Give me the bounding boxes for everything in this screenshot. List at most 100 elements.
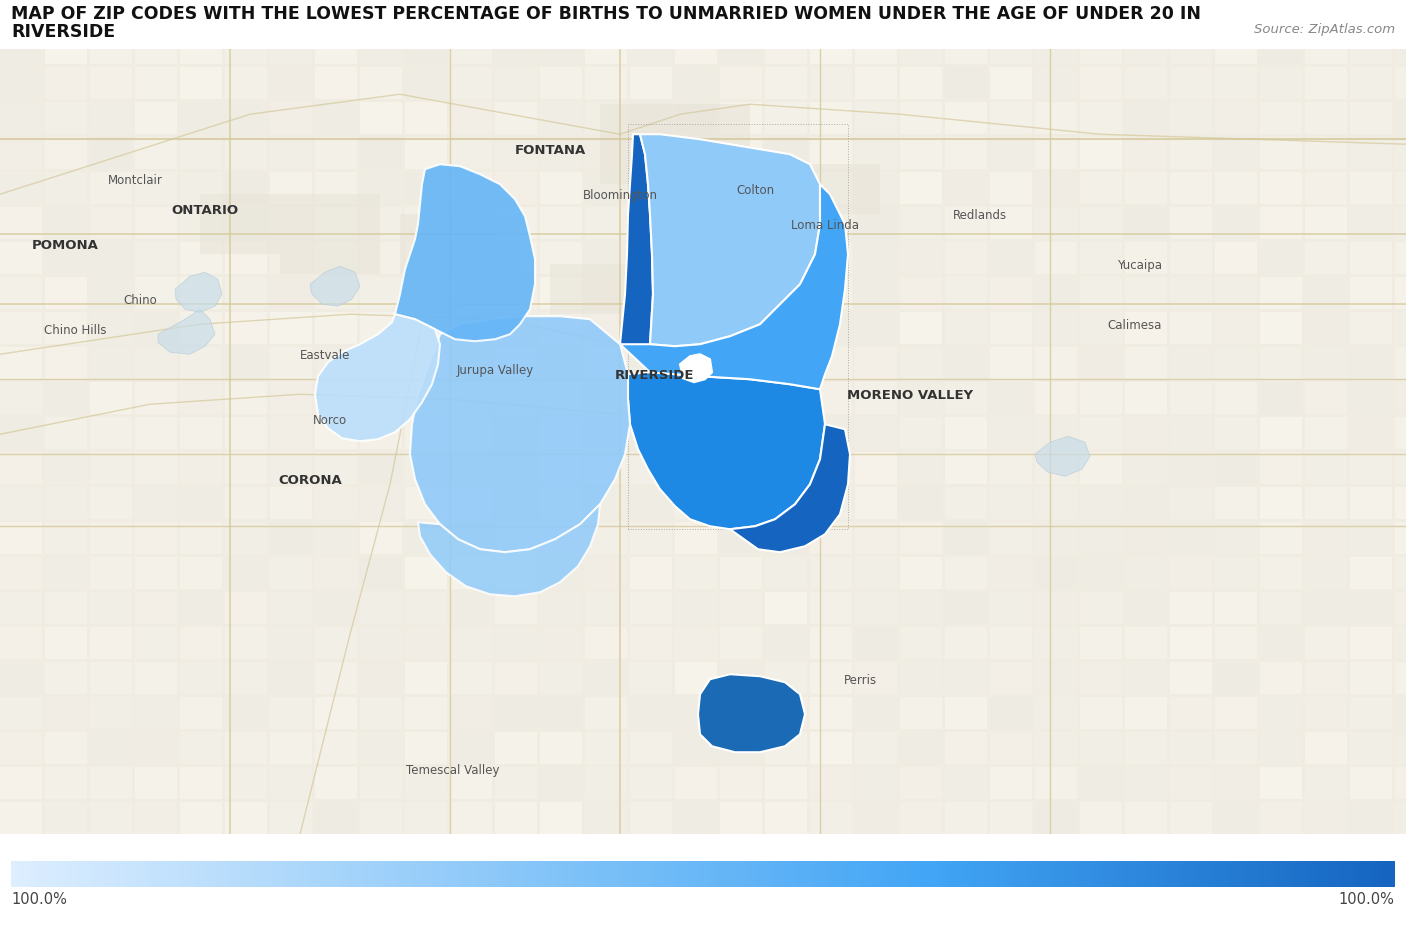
Bar [405,453,447,485]
Bar [360,558,402,590]
Bar [1035,558,1077,590]
Bar [495,592,537,624]
Text: MORENO VALLEY: MORENO VALLEY [846,388,973,402]
Bar [0,733,42,765]
Bar [1215,733,1257,765]
Bar [990,139,1032,170]
Bar [1215,33,1257,66]
Bar [495,453,537,485]
Bar [90,627,132,660]
Bar [45,68,87,100]
Bar [405,802,447,834]
Bar [315,417,357,450]
Bar [990,278,1032,310]
Bar [765,103,807,135]
Bar [1305,488,1347,519]
Bar [1170,348,1212,380]
Bar [1305,453,1347,485]
Bar [315,558,357,590]
Bar [1035,139,1077,170]
Bar [450,663,492,695]
Bar [945,453,987,485]
Bar [585,522,627,555]
Bar [945,592,987,624]
Bar [1035,103,1077,135]
Bar [450,243,492,275]
Bar [1215,208,1257,240]
Bar [45,733,87,765]
Text: Bloomington: Bloomington [582,188,658,201]
Bar [1080,139,1122,170]
Bar [990,522,1032,555]
Bar [720,33,762,66]
Bar [675,313,717,344]
Bar [720,103,762,135]
Bar [270,243,312,275]
Bar [450,453,492,485]
Bar [360,768,402,799]
Bar [1350,313,1392,344]
Bar [360,802,402,834]
Bar [135,768,177,799]
Bar [945,348,987,380]
Bar [1170,173,1212,205]
Bar [280,195,380,275]
Bar [855,558,897,590]
Bar [225,697,267,729]
Bar [1305,68,1347,100]
Bar [765,627,807,660]
Bar [1035,627,1077,660]
Polygon shape [628,373,825,530]
Bar [765,558,807,590]
Bar [1170,522,1212,555]
Bar [1170,68,1212,100]
Bar [1215,173,1257,205]
Bar [1125,348,1167,380]
Bar [720,243,762,275]
Bar [810,627,852,660]
Bar [450,627,492,660]
Bar [0,802,42,834]
Bar [0,383,42,415]
Bar [540,383,582,415]
Text: Perris: Perris [844,673,876,686]
Bar [990,802,1032,834]
Bar [315,139,357,170]
Bar [360,173,402,205]
Bar [135,243,177,275]
Bar [1170,417,1212,450]
Bar [1260,522,1302,555]
Bar [1260,417,1302,450]
Bar [315,348,357,380]
Bar [1260,733,1302,765]
Bar [405,733,447,765]
Bar [900,278,942,310]
Bar [1125,733,1167,765]
Bar [1305,417,1347,450]
Bar [1395,733,1406,765]
Bar [0,453,42,485]
Bar [315,488,357,519]
Bar [1215,488,1257,519]
Bar [810,802,852,834]
Bar [1350,627,1392,660]
Bar [900,68,942,100]
Bar [1125,417,1167,450]
Bar [1305,627,1347,660]
Bar [765,768,807,799]
Bar [0,173,42,205]
Bar [810,208,852,240]
Bar [1350,417,1392,450]
Bar [45,33,87,66]
Bar [630,173,672,205]
Bar [180,733,222,765]
Bar [855,348,897,380]
Bar [900,313,942,344]
Bar [540,243,582,275]
Bar [1260,802,1302,834]
Bar [855,453,897,485]
Bar [855,33,897,66]
Bar [1080,558,1122,590]
Bar [315,733,357,765]
Bar [1395,453,1406,485]
